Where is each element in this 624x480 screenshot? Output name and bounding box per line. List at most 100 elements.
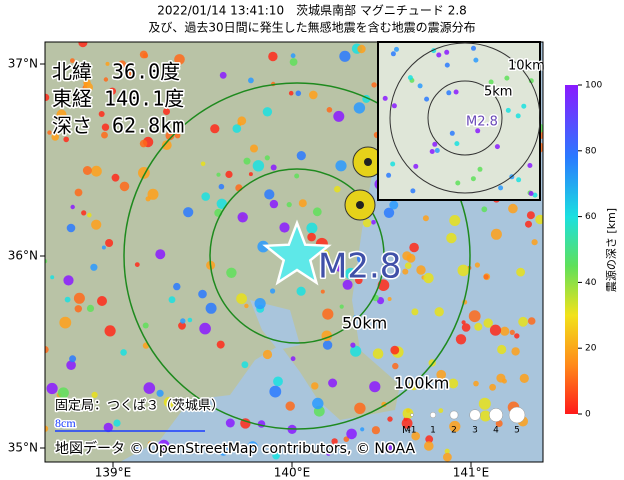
hypocenter-dot: [490, 228, 502, 240]
land: [45, 42, 400, 462]
hypocenter-dot: [419, 384, 425, 390]
hypocenter-dot: [401, 417, 413, 429]
hypocenter-dot: [74, 188, 83, 197]
hypocenter-dot: [98, 111, 105, 117]
hypocenter-dot: [392, 362, 399, 370]
hypocenter-dot: [91, 391, 98, 398]
magnitude-legend-title: M: [402, 425, 411, 436]
inset-dot: [436, 52, 442, 58]
hypocenter-dot: [411, 431, 421, 441]
hypocenter-dot: [178, 321, 186, 330]
hypocenter-dot: [509, 329, 515, 335]
inset-ring: [389, 42, 540, 194]
magnitude-legend-circle: [469, 409, 481, 421]
inset-dot: [504, 75, 510, 81]
hypocenter-dot: [250, 144, 258, 153]
magnitude-legend-circle: [508, 406, 526, 424]
hypocenter-dot: [481, 206, 488, 213]
hypocenter-dot: [356, 254, 365, 263]
hypocenter-dot: [147, 441, 153, 447]
hypocenter-dot: [296, 151, 306, 161]
magnitude-legend-label: 5: [514, 426, 520, 436]
hypocenter-dot: [50, 275, 55, 280]
inset-ring: [427, 80, 503, 156]
hypocenter-dot: [163, 396, 175, 408]
hypocenter-dot: [295, 90, 302, 97]
hypocenter-dot: [438, 408, 444, 413]
hypocenter-dot: [155, 249, 166, 260]
hypocenter-dot: [311, 382, 319, 390]
hypocenter-dot: [457, 264, 470, 277]
hypocenter-dot: [411, 308, 419, 316]
hypocenter-dot: [173, 282, 181, 291]
hypocenter-dot: [143, 382, 156, 394]
hypocenter-dot: [269, 385, 282, 398]
attribution: 地図データ © OpenStreetMap contributors, © NO…: [55, 440, 416, 457]
hypocenter-dot: [101, 123, 110, 131]
hypocenter-dot: [45, 346, 49, 354]
nuclear-icon-core: [356, 201, 364, 209]
hypocenter-dot: [383, 207, 395, 218]
hypocenter-dot: [290, 53, 296, 59]
info-depth: 深さ 62.8km: [52, 114, 184, 138]
hypocenter-dot: [134, 262, 140, 267]
hypocenter-dot: [333, 110, 345, 122]
hypocenter-dot: [296, 286, 306, 296]
hypocenter-dot: [423, 272, 434, 284]
hypocenter-dot: [298, 199, 307, 208]
hypocenter-dot: [334, 262, 345, 272]
inset-dot: [498, 86, 504, 92]
hypocenter-dot: [350, 345, 362, 357]
hypocenter-dot: [461, 320, 466, 325]
hypocenter-dot: [531, 239, 538, 246]
nuclear-icon-core: [364, 158, 372, 166]
hypocenter-dot: [218, 445, 229, 456]
hypocenter-dot: [63, 275, 74, 286]
hypocenter-dot: [474, 262, 480, 268]
hypocenter-dot: [346, 428, 357, 440]
inset-dot: [382, 95, 388, 101]
hypocenter-dot: [369, 381, 381, 393]
magnitude-legend-label: 2: [451, 426, 457, 436]
hypocenter-dot: [236, 293, 248, 305]
hypocenter-dot: [270, 164, 277, 171]
epicenter-star: [262, 219, 332, 286]
hypocenter-dot: [83, 78, 91, 87]
inset-dot: [454, 141, 460, 147]
hypocenter-dot: [408, 380, 419, 391]
hypocenter-dot: [339, 304, 344, 309]
hypocenter-dot: [326, 107, 333, 113]
hypocenter-dot: [105, 61, 110, 66]
inset-dot: [444, 62, 450, 68]
hypocenter-dot: [45, 259, 48, 264]
hypocenter-dot: [483, 318, 493, 328]
hypocenter-dot: [425, 435, 434, 444]
hypocenter-dot: [371, 220, 376, 225]
hypocenter-dot: [402, 251, 412, 261]
magnitude-legend-label: -1: [408, 426, 417, 436]
hypocenter-dot: [449, 215, 461, 226]
hypocenter-dot: [449, 420, 461, 433]
hypocenter-dot: [101, 245, 106, 250]
colorbar-tick-label: 40: [585, 278, 597, 288]
hypocenter-dot: [147, 188, 159, 200]
inset-dot: [434, 148, 440, 153]
hypocenter-dot: [424, 441, 434, 451]
inset-dot: [528, 191, 534, 196]
hypocenter-dot: [402, 408, 414, 419]
hypocenter-dot: [355, 276, 363, 285]
hypocenter-dot: [511, 347, 520, 356]
hypocenter-dot: [269, 199, 279, 209]
hypocenter-dot: [139, 139, 148, 148]
inset-dot: [417, 83, 423, 89]
hypocenter-dot: [91, 165, 102, 177]
hypocenter-dot: [335, 160, 347, 172]
hypocenter-dot: [101, 131, 108, 139]
hypocenter-dot: [312, 397, 324, 410]
inset-dot: [386, 172, 392, 178]
inset-dot: [470, 176, 476, 182]
hypocenter-dot: [443, 452, 452, 462]
hypocenter-dot: [483, 274, 489, 280]
info-longitude: 東経 140.1度: [52, 87, 184, 111]
hypocenter-dot: [371, 426, 380, 435]
